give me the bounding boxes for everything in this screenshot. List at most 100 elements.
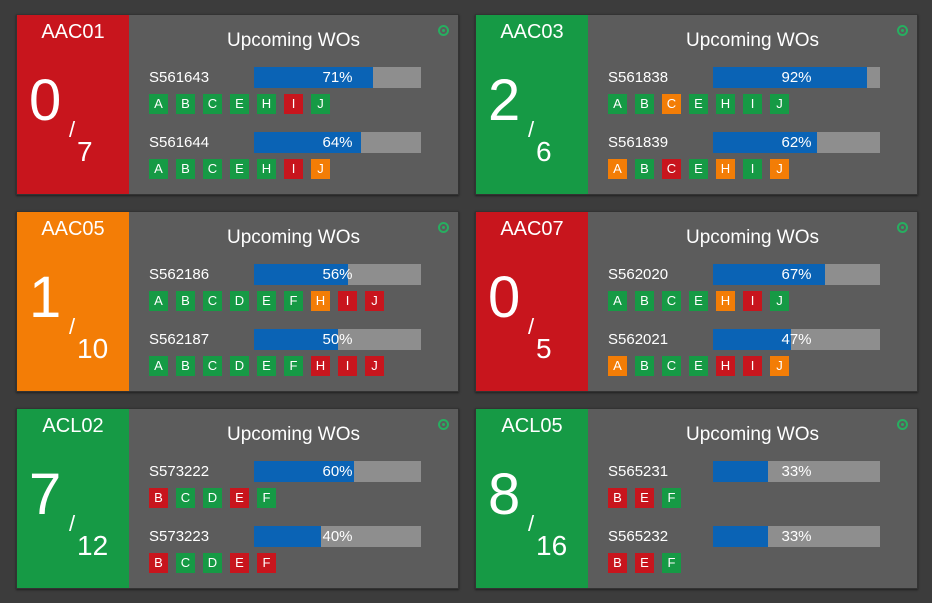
work-order-id[interactable]: S561644	[149, 134, 210, 151]
target-icon[interactable]	[897, 419, 908, 430]
operation-badge[interactable]: E	[230, 94, 249, 114]
operation-badge[interactable]: I	[743, 356, 762, 376]
operation-badge[interactable]: F	[284, 356, 303, 376]
operation-badge[interactable]: E	[257, 356, 276, 376]
operation-badge[interactable]: H	[311, 356, 330, 376]
operation-badge[interactable]: E	[689, 291, 708, 311]
operation-badge[interactable]: B	[176, 356, 195, 376]
operation-badge[interactable]: B	[149, 553, 168, 573]
operation-badge[interactable]: C	[662, 159, 681, 179]
work-order-id[interactable]: S562021	[608, 331, 669, 348]
operation-badge[interactable]: D	[203, 553, 222, 573]
operation-badge[interactable]: E	[635, 553, 654, 573]
work-order-id[interactable]: S561838	[608, 69, 669, 86]
operation-badge[interactable]: J	[311, 159, 330, 179]
operation-badge[interactable]: J	[770, 291, 789, 311]
station-card[interactable]: AAC05 1/10 Upcoming WOs S562186 56% A B C D E F H I J…	[16, 211, 459, 392]
station-status-panel[interactable]: AAC03 2 /6	[476, 15, 588, 194]
work-order-row[interactable]: S562187 50% A B C D E F H I J	[149, 329, 429, 385]
work-order-row[interactable]: S562186 56% A B C D E F H I J	[149, 264, 429, 320]
work-order-row[interactable]: S562021 47% A B C E H I J	[608, 329, 888, 385]
station-status-panel[interactable]: ACL02 7 /12	[17, 409, 129, 588]
operation-badge[interactable]: B	[176, 159, 195, 179]
work-order-id[interactable]: S561643	[149, 69, 210, 86]
operation-badge[interactable]: C	[203, 159, 222, 179]
operation-badge[interactable]: I	[284, 159, 303, 179]
operation-badge[interactable]: F	[257, 553, 276, 573]
operation-badge[interactable]: J	[770, 159, 789, 179]
operation-badge[interactable]: B	[635, 291, 654, 311]
operation-badge[interactable]: I	[284, 94, 303, 114]
operation-badge[interactable]: E	[257, 291, 276, 311]
operation-badge[interactable]: E	[689, 94, 708, 114]
station-card[interactable]: ACL05 8/16 Upcoming WOs S565231 33% B E F S56523…	[475, 408, 918, 589]
work-order-row[interactable]: S565231 33% B E F	[608, 461, 888, 517]
station-card[interactable]: AAC03 2/6 Upcoming WOs S561838 92% A B C E H I J S56…	[475, 14, 918, 195]
operation-badge[interactable]: J	[770, 356, 789, 376]
operation-badge[interactable]: F	[662, 553, 681, 573]
operation-badge[interactable]: H	[716, 356, 735, 376]
operation-badge[interactable]: I	[743, 94, 762, 114]
work-order-id[interactable]: S565232	[608, 528, 669, 545]
operation-badge[interactable]: A	[149, 159, 168, 179]
operation-badge[interactable]: C	[203, 291, 222, 311]
operation-badge[interactable]: I	[743, 159, 762, 179]
operation-badge[interactable]: B	[149, 488, 168, 508]
station-card[interactable]: AAC01 0/7 Upcoming WOs S561643 71% A B C E H I J S56…	[16, 14, 459, 195]
operation-badge[interactable]: C	[176, 553, 195, 573]
operation-badge[interactable]: J	[311, 94, 330, 114]
work-order-id[interactable]: S573223	[149, 528, 210, 545]
operation-badge[interactable]: J	[770, 94, 789, 114]
work-order-id[interactable]: S565231	[608, 463, 669, 480]
work-order-row[interactable]: S573222 60% B C D E F	[149, 461, 429, 517]
operation-badge[interactable]: B	[635, 159, 654, 179]
station-status-panel[interactable]: AAC01 0 /7	[17, 15, 129, 194]
work-order-row[interactable]: S565232 33% B E F	[608, 526, 888, 582]
operation-badge[interactable]: H	[257, 94, 276, 114]
work-order-row[interactable]: S561643 71% A B C E H I J	[149, 67, 429, 123]
operation-badge[interactable]: B	[608, 488, 627, 508]
target-icon[interactable]	[897, 222, 908, 233]
operation-badge[interactable]: E	[230, 159, 249, 179]
operation-badge[interactable]: B	[608, 553, 627, 573]
operation-badge[interactable]: A	[149, 291, 168, 311]
work-order-row[interactable]: S561839 62% A B C E H I J	[608, 132, 888, 188]
operation-badge[interactable]: I	[338, 291, 357, 311]
operation-badge[interactable]: E	[635, 488, 654, 508]
target-icon[interactable]	[897, 25, 908, 36]
operation-badge[interactable]: B	[176, 94, 195, 114]
operation-badge[interactable]: C	[662, 291, 681, 311]
operation-badge[interactable]: H	[716, 291, 735, 311]
operation-badge[interactable]: H	[716, 159, 735, 179]
operation-badge[interactable]: D	[230, 356, 249, 376]
operation-badge[interactable]: A	[608, 159, 627, 179]
operation-badge[interactable]: E	[230, 488, 249, 508]
station-card[interactable]: ACL02 7/12 Upcoming WOs S573222 60% B C D E F S573…	[16, 408, 459, 589]
work-order-id[interactable]: S561839	[608, 134, 669, 151]
work-order-row[interactable]: S561644 64% A B C E H I J	[149, 132, 429, 188]
operation-badge[interactable]: B	[635, 94, 654, 114]
operation-badge[interactable]: E	[230, 553, 249, 573]
target-icon[interactable]	[438, 419, 449, 430]
operation-badge[interactable]: H	[311, 291, 330, 311]
operation-badge[interactable]: E	[689, 356, 708, 376]
operation-badge[interactable]: C	[203, 356, 222, 376]
operation-badge[interactable]: I	[338, 356, 357, 376]
work-order-row[interactable]: S561838 92% A B C E H I J	[608, 67, 888, 123]
operation-badge[interactable]: A	[608, 94, 627, 114]
operation-badge[interactable]: A	[149, 356, 168, 376]
operation-badge[interactable]: B	[635, 356, 654, 376]
work-order-id[interactable]: S562020	[608, 266, 669, 283]
station-status-panel[interactable]: AAC05 1 /10	[17, 212, 129, 391]
operation-badge[interactable]: D	[203, 488, 222, 508]
work-order-id[interactable]: S562187	[149, 331, 210, 348]
target-icon[interactable]	[438, 25, 449, 36]
operation-badge[interactable]: F	[284, 291, 303, 311]
operation-badge[interactable]: J	[365, 356, 384, 376]
operation-badge[interactable]: F	[257, 488, 276, 508]
operation-badge[interactable]: J	[365, 291, 384, 311]
operation-badge[interactable]: A	[608, 356, 627, 376]
operation-badge[interactable]: H	[257, 159, 276, 179]
operation-badge[interactable]: F	[662, 488, 681, 508]
operation-badge[interactable]: I	[743, 291, 762, 311]
